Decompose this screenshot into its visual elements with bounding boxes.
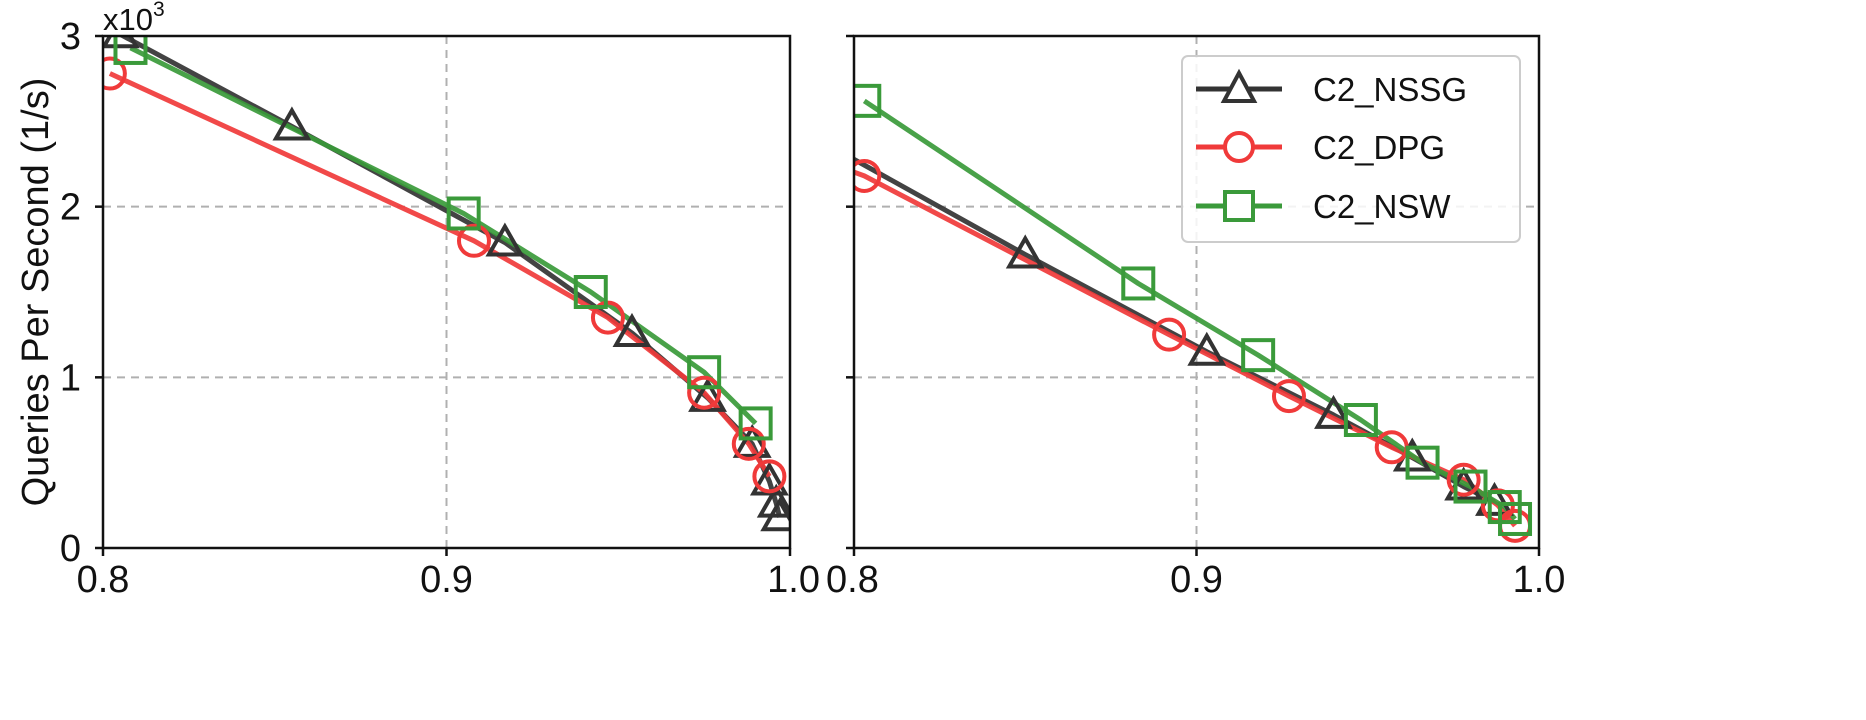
data-point-c2-nsw — [738, 406, 773, 441]
x-tick-label: 0.9 — [1170, 559, 1223, 601]
y-axis-label: Queries Per Second (1/s) — [15, 78, 57, 507]
y-axis-multiplier-exponent: 3 — [153, 0, 165, 21]
y-tick-label: 0 — [60, 528, 81, 570]
data-point-c2-nssg — [1314, 394, 1353, 429]
legend-frame — [1181, 55, 1521, 243]
legend: C2_NSSG C2_DPG C2_NSW — [1181, 55, 1521, 243]
x-tick-label: 1.0 — [1513, 559, 1566, 601]
data-point-c2-dpg — [854, 158, 882, 193]
left-panel: 0 1 2 3 0.8 0.9 1.0 — [60, 16, 820, 601]
data-point-c2-dpg — [103, 56, 127, 91]
series-line-c2-dpg — [108, 71, 772, 478]
data-point-c2-nssg — [612, 312, 652, 347]
data-point-c2-nssg — [760, 497, 790, 532]
series-line-c2-nssg — [119, 36, 783, 518]
data-point-c2-nsw — [113, 36, 148, 65]
y-tick-label: 2 — [60, 187, 81, 229]
y-axis-multiplier-base: x10 — [103, 2, 153, 37]
data-point-c2-dpg — [590, 300, 625, 335]
data-point-c2-nsw — [1121, 266, 1156, 301]
y-tick-label: 1 — [60, 357, 81, 399]
series-group — [770, 83, 1533, 543]
y-axis-multiplier: x103 — [103, 0, 165, 37]
ticks: 0 1 2 3 0.8 0.9 1.0 — [60, 16, 820, 601]
data-point-c2-dpg — [752, 459, 787, 494]
data-point-c2-nssg — [1005, 234, 1045, 269]
legend-label-c2-nssg: C2_NSSG — [1313, 71, 1467, 108]
grid — [103, 36, 790, 548]
x-tick-label: 0.8 — [826, 559, 879, 601]
series-line-c2-nsw — [129, 45, 758, 426]
data-point-c2-dpg — [1271, 379, 1306, 414]
legend-label-c2-nsw: C2_NSW — [1313, 188, 1451, 225]
ticks: 0.8 0.9 1.0 — [826, 34, 1566, 601]
data-point-c2-dpg — [731, 426, 766, 461]
data-point-c2-nsw — [1405, 445, 1440, 480]
data-point-c2-nssg — [732, 423, 772, 458]
data-point-c2-nssg — [749, 461, 789, 496]
data-point-c2-nsw — [687, 355, 722, 390]
data-point-c2-nsw — [446, 196, 481, 231]
data-point-c2-nsw — [854, 83, 882, 118]
data-point-c2-nssg — [688, 377, 728, 412]
series-line-c2-nssg — [854, 156, 1496, 505]
data-point-c2-dpg — [1152, 317, 1187, 352]
legend-marker-square — [1223, 190, 1255, 222]
data-point-c2-nsw — [573, 275, 608, 309]
right-panel: 0.8 0.9 1.0 — [770, 34, 1566, 601]
data-point-c2-dpg — [456, 223, 491, 258]
data-point-c2-nsw — [1241, 338, 1276, 373]
series-group — [103, 36, 790, 532]
data-point-c2-nssg — [272, 106, 312, 141]
x-tick-label: 0.8 — [77, 559, 130, 601]
legend-label-c2-dpg: C2_DPG — [1313, 129, 1445, 166]
legend-marker-circle — [1223, 131, 1255, 163]
data-point-c2-dpg — [687, 375, 722, 410]
x-tick-label: 1.0 — [767, 559, 820, 601]
legend-entry-c2-nssg: C2_NSSG — [1196, 68, 1467, 108]
data-point-c2-dpg — [771, 132, 801, 162]
data-point-c2-nssg — [770, 105, 802, 133]
legend-entry-c2-nsw: C2_NSW — [1196, 188, 1451, 225]
data-point-c2-nsw — [1343, 403, 1378, 437]
x-tick-label: 0.9 — [420, 559, 473, 601]
data-point-c2-nssg — [103, 36, 140, 49]
data-point-c2-nsw — [1453, 469, 1488, 504]
data-point-c2-nssg — [485, 222, 525, 257]
data-point-c2-nsw — [1487, 490, 1522, 525]
legend-marker-triangle — [1220, 68, 1258, 103]
data-point-c2-nsw — [1498, 501, 1533, 536]
legend-entry-c2-dpg: C2_DPG — [1196, 129, 1445, 166]
data-point-c2-nssg — [756, 483, 790, 518]
y-tick-label: 3 — [60, 16, 81, 58]
data-point-c2-nssg — [1187, 331, 1227, 366]
data-point-c2-dpg — [1446, 462, 1481, 497]
